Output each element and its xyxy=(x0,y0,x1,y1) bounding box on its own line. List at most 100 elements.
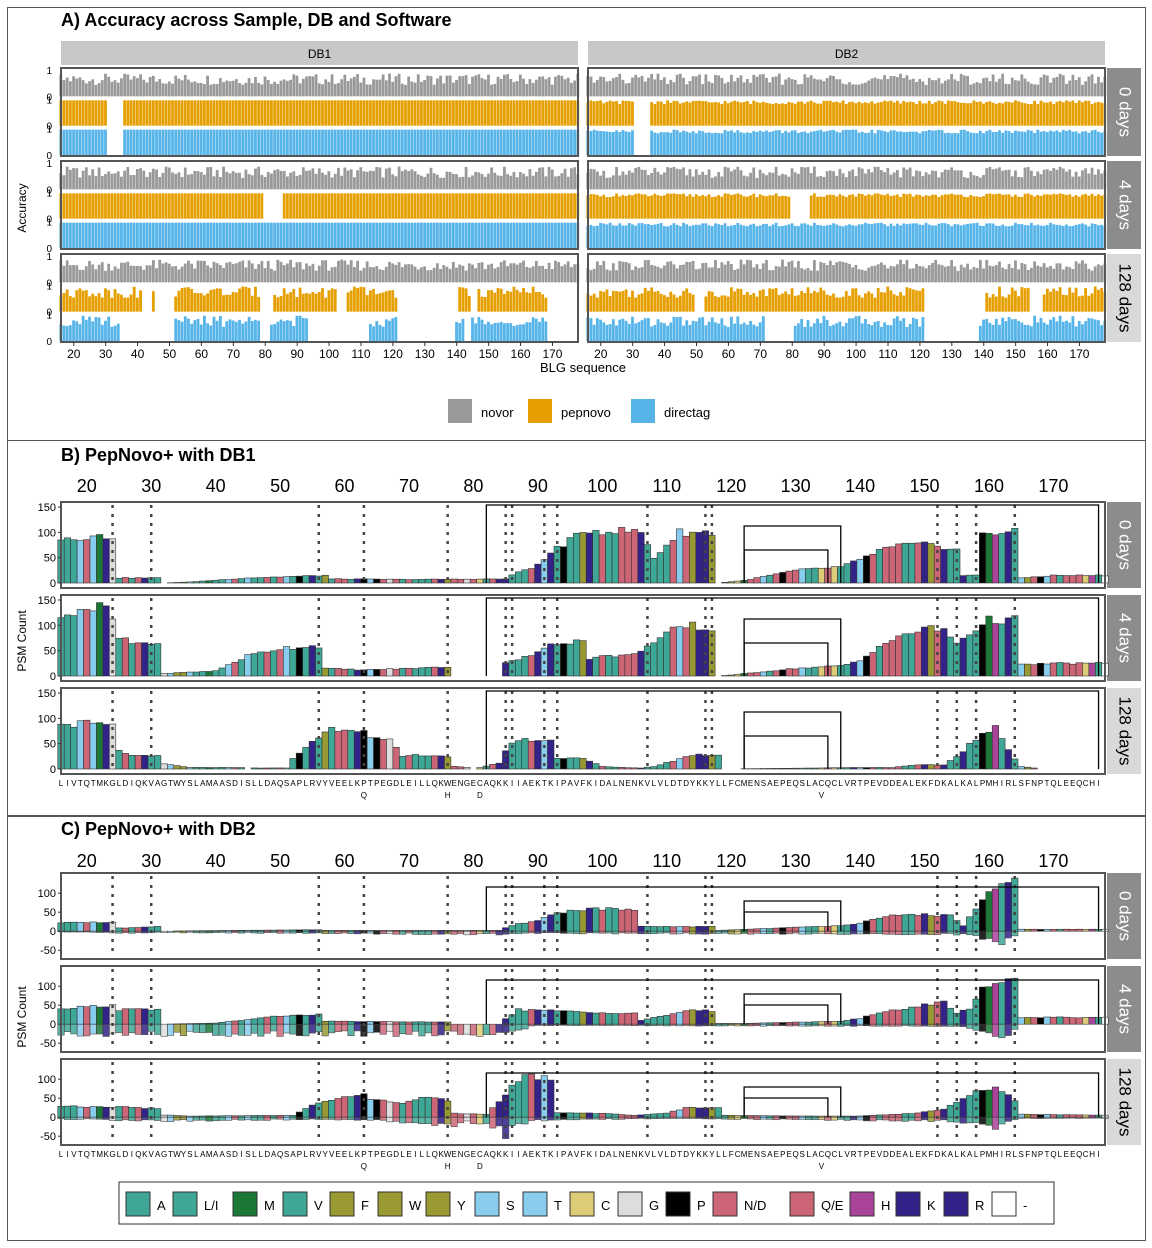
psm-bar xyxy=(895,543,903,584)
accuracy-bar xyxy=(183,316,187,341)
accuracy-bar xyxy=(666,132,669,155)
accuracy-bar xyxy=(247,174,251,190)
sequence-letter: I xyxy=(240,779,242,788)
accuracy-bar xyxy=(774,193,778,219)
psm-bar xyxy=(250,1018,258,1025)
psm-neg-bar xyxy=(914,1023,922,1027)
psm-bar xyxy=(676,528,684,584)
accuracy-bar xyxy=(1014,80,1017,97)
sequence-letter: Q xyxy=(825,1150,831,1159)
psm-bar xyxy=(598,1113,606,1118)
y-tick-label: 150 xyxy=(38,502,56,514)
psm-bar xyxy=(631,1012,639,1025)
accuracy-bar xyxy=(749,294,752,312)
accuracy-bar xyxy=(675,224,679,248)
psm-bar xyxy=(927,1110,935,1118)
accuracy-bar xyxy=(867,194,871,219)
accuracy-bar xyxy=(889,223,893,248)
psm-bar xyxy=(985,615,993,677)
psm-neg-bar xyxy=(940,930,948,934)
accuracy-bar xyxy=(959,74,963,97)
accuracy-bar xyxy=(388,222,391,248)
accuracy-bar xyxy=(947,100,950,126)
psm-bar xyxy=(695,629,703,677)
accuracy-bar xyxy=(480,100,484,126)
sequence-letter: D xyxy=(232,779,238,788)
psm-neg-bar xyxy=(1069,1116,1077,1119)
psm-neg-bar xyxy=(837,1023,845,1027)
accuracy-bar xyxy=(637,223,641,248)
accuracy-bar xyxy=(343,260,347,283)
accuracy-bar xyxy=(129,129,133,155)
accuracy-bar xyxy=(439,129,442,155)
accuracy-bar xyxy=(777,73,781,97)
accuracy-bar xyxy=(809,293,813,312)
accuracy-bar xyxy=(177,193,181,219)
accuracy-bar xyxy=(816,79,819,97)
psm-bar xyxy=(830,767,838,770)
psm-neg-bar xyxy=(579,930,587,935)
accuracy-bar xyxy=(653,291,657,312)
accuracy-bar xyxy=(314,222,318,248)
psm-neg-bar xyxy=(489,1023,497,1036)
accuracy-bar xyxy=(662,195,666,219)
accuracy-bar xyxy=(742,225,746,248)
accuracy-bar xyxy=(311,100,315,126)
accuracy-bar xyxy=(65,193,69,219)
psm-bar xyxy=(972,1090,980,1118)
accuracy-bar xyxy=(921,266,925,283)
accuracy-bar xyxy=(698,174,701,190)
accuracy-bar xyxy=(503,100,506,126)
accuracy-bar xyxy=(666,100,669,126)
accuracy-bar xyxy=(391,81,395,97)
aa-legend-swatch xyxy=(425,1191,451,1217)
psm-bar xyxy=(882,643,890,677)
accuracy-bar xyxy=(1093,286,1097,312)
psm-bar xyxy=(424,666,432,677)
accuracy-bar xyxy=(1026,193,1030,219)
psm-neg-bar xyxy=(869,930,877,934)
accuracy-bar xyxy=(301,318,305,341)
accuracy-bar xyxy=(908,223,912,248)
accuracy-bar xyxy=(512,171,516,190)
accuracy-bar xyxy=(1017,320,1021,341)
accuracy-bar xyxy=(1071,74,1075,97)
accuracy-bar xyxy=(1042,294,1046,312)
accuracy-bar xyxy=(864,270,867,283)
psm-neg-bar xyxy=(585,1023,593,1026)
accuracy-bar xyxy=(75,129,79,155)
accuracy-bar xyxy=(1081,324,1084,341)
psm-bar xyxy=(353,578,361,584)
accuracy-bar xyxy=(615,77,618,97)
psm-neg-bar xyxy=(927,930,935,935)
accuracy-bar xyxy=(892,266,896,283)
sequence-letter: K xyxy=(961,1150,967,1159)
psm-bar xyxy=(308,645,316,677)
accuracy-bar xyxy=(183,193,187,219)
accuracy-bar xyxy=(1001,73,1005,97)
psm-bar xyxy=(985,986,993,1025)
accuracy-bar xyxy=(72,222,75,248)
accuracy-bar xyxy=(889,196,893,219)
accuracy-bar xyxy=(1023,288,1027,312)
accuracy-bar xyxy=(739,194,743,219)
accuracy-bar xyxy=(592,268,596,283)
psm-bar xyxy=(631,767,639,770)
accuracy-bar xyxy=(231,320,235,341)
accuracy-bar xyxy=(512,326,516,341)
accuracy-bar xyxy=(816,270,819,283)
sequence-letter: T xyxy=(1045,1150,1050,1159)
psm-bar xyxy=(637,1114,645,1118)
accuracy-bar xyxy=(362,129,366,155)
accuracy-bar xyxy=(672,294,676,312)
accuracy-bar xyxy=(487,173,490,190)
psm-neg-bar xyxy=(186,1116,194,1122)
accuracy-bar xyxy=(72,129,75,155)
psm-bar xyxy=(141,1008,149,1025)
psm-bar xyxy=(1024,577,1032,584)
accuracy-bar xyxy=(180,193,184,219)
accuracy-bar xyxy=(934,225,938,248)
accuracy-bar xyxy=(410,169,414,190)
accuracy-bar xyxy=(218,222,222,248)
psm-bar xyxy=(669,926,677,932)
